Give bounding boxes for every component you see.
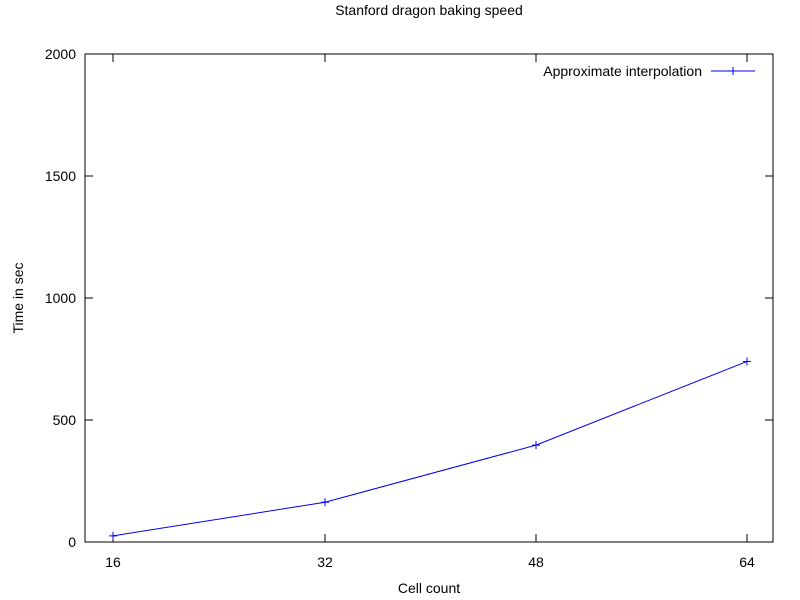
x-tick-label: 16: [105, 554, 121, 570]
y-tick-label: 500: [53, 412, 77, 428]
data-point-marker: [321, 498, 329, 507]
x-axis-label: Cell count: [398, 580, 460, 596]
plot-area-frame: [84, 53, 774, 543]
data-point-marker: [109, 531, 117, 540]
y-tick-label: 2000: [45, 46, 76, 62]
y-axis-label: Time in sec: [10, 262, 26, 333]
y-tick-label: 0: [68, 534, 76, 550]
y-tick-label: 1000: [45, 290, 76, 306]
legend-swatch-marker: [729, 67, 737, 75]
data-point-marker: [743, 357, 751, 366]
legend-label: Approximate interpolation: [543, 63, 702, 79]
legend: Approximate interpolation: [543, 63, 755, 79]
axis-ticks: 0 500 1000 1500 2000 16 32 48 64: [45, 46, 773, 570]
chart-title: Stanford dragon baking speed: [335, 2, 523, 18]
y-tick-label: 1500: [45, 168, 76, 184]
x-tick-label: 48: [528, 554, 544, 570]
series-layer: [109, 357, 751, 540]
x-tick-label: 32: [317, 554, 333, 570]
series-line: [112, 360, 748, 537]
data-point-marker: [532, 441, 540, 450]
x-tick-label: 64: [739, 554, 755, 570]
